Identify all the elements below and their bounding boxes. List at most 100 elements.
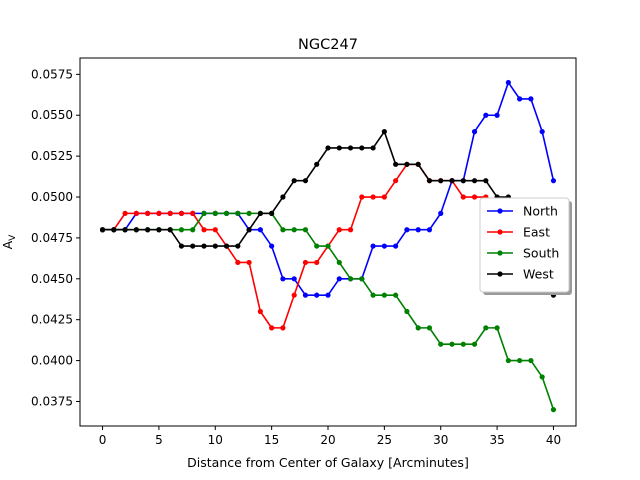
data-point xyxy=(483,325,489,331)
data-point xyxy=(212,210,218,216)
data-point xyxy=(314,259,320,266)
data-point xyxy=(438,210,444,216)
data-point xyxy=(111,227,117,233)
data-point xyxy=(539,129,545,135)
data-point xyxy=(201,210,207,216)
data-point xyxy=(235,210,241,216)
data-point xyxy=(178,210,185,216)
data-point xyxy=(325,145,331,151)
data-point xyxy=(517,357,523,364)
data-point xyxy=(167,227,173,233)
data-point xyxy=(314,243,320,249)
data-point xyxy=(347,227,354,233)
data-point xyxy=(235,259,241,266)
data-point xyxy=(257,210,263,216)
data-point xyxy=(471,341,478,347)
data-point xyxy=(393,178,399,184)
data-point xyxy=(483,178,489,184)
data-point xyxy=(314,292,320,298)
legend-marker xyxy=(497,208,503,214)
data-point xyxy=(314,161,320,167)
data-point xyxy=(359,194,365,200)
data-point xyxy=(246,259,252,266)
axes-layer: 0 5 10 15 20 25 30 35 40 0.0375 0.0400 0.0425 0.0450… xyxy=(31,67,561,447)
data-point xyxy=(370,292,376,298)
data-point xyxy=(381,292,387,298)
legend-marker xyxy=(497,271,503,277)
x-tick-label: 40 xyxy=(546,433,561,447)
data-point xyxy=(201,227,207,233)
y-tick-label: 0.0575 xyxy=(31,67,73,81)
data-point xyxy=(347,276,354,282)
data-point xyxy=(494,325,500,331)
data-point xyxy=(381,129,387,135)
data-point xyxy=(449,341,455,347)
data-point xyxy=(280,227,286,233)
data-point xyxy=(99,227,106,233)
y-tick-label: 0.0425 xyxy=(31,313,73,327)
data-point xyxy=(178,227,185,233)
legend-label: South xyxy=(523,246,559,261)
data-point xyxy=(404,161,410,167)
data-point xyxy=(550,407,557,413)
data-point xyxy=(517,96,523,102)
x-tick-label: 20 xyxy=(320,433,335,447)
data-point xyxy=(426,325,433,331)
data-point xyxy=(483,112,489,118)
data-point xyxy=(246,227,252,233)
legend-label: East xyxy=(523,225,550,240)
data-point xyxy=(460,178,466,184)
data-point xyxy=(347,145,354,151)
data-point xyxy=(291,276,297,282)
data-point xyxy=(336,259,342,266)
data-point xyxy=(269,210,275,216)
data-point xyxy=(494,112,500,118)
data-point xyxy=(381,194,387,200)
data-point xyxy=(212,227,218,233)
data-point xyxy=(257,308,263,315)
data-point xyxy=(404,227,410,233)
data-point xyxy=(438,178,444,184)
data-point xyxy=(370,243,376,249)
data-point xyxy=(145,227,151,233)
data-point xyxy=(393,243,399,249)
data-point xyxy=(415,161,421,167)
data-point xyxy=(291,178,297,184)
legend-label: North xyxy=(523,204,558,219)
series-west xyxy=(99,129,557,298)
data-point xyxy=(325,292,331,298)
legend-label: West xyxy=(523,267,554,282)
x-axis-label: Distance from Center of Galaxy [Arcminut… xyxy=(187,455,469,470)
chart-title: NGC247 xyxy=(298,37,358,53)
x-tick-label: 30 xyxy=(433,433,448,447)
data-point xyxy=(370,145,376,151)
x-tick-label: 25 xyxy=(377,433,392,447)
data-point xyxy=(201,243,207,249)
x-tick-label: 10 xyxy=(208,433,223,447)
data-point xyxy=(336,145,342,151)
data-point xyxy=(212,243,218,249)
legend-marker xyxy=(497,250,503,256)
data-point xyxy=(257,227,263,233)
x-tick-label: 0 xyxy=(99,433,107,447)
data-point xyxy=(122,227,128,233)
data-point xyxy=(223,210,230,216)
data-point xyxy=(190,227,196,233)
data-point xyxy=(359,276,365,282)
data-point xyxy=(393,161,399,167)
y-tick-label: 0.0550 xyxy=(31,108,73,122)
data-point xyxy=(167,210,173,216)
data-point xyxy=(528,357,534,364)
data-point xyxy=(291,292,297,298)
data-point xyxy=(269,243,275,249)
data-point xyxy=(415,227,421,233)
x-tick-label: 35 xyxy=(489,433,504,447)
data-point xyxy=(426,178,433,184)
data-point xyxy=(280,325,286,331)
data-point xyxy=(460,341,466,347)
y-tick-label: 0.0450 xyxy=(31,272,73,286)
data-point xyxy=(404,308,410,315)
data-point xyxy=(156,210,162,216)
data-point xyxy=(449,178,455,184)
data-point xyxy=(438,341,444,347)
